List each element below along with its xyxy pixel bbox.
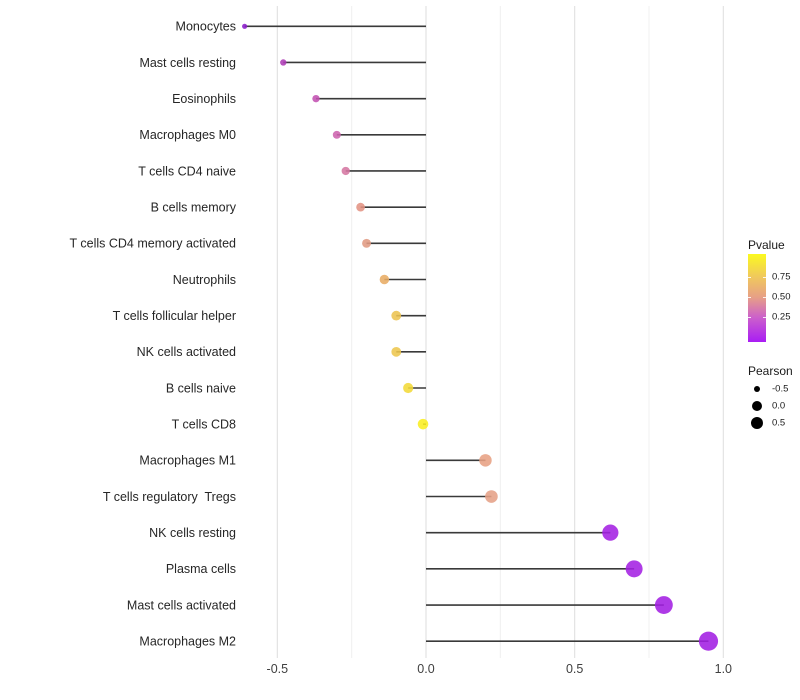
colorbar-tick-mark	[763, 297, 766, 299]
colorbar-tick-mark	[748, 317, 751, 319]
y-axis-label: T cells regulatory Tregs	[103, 490, 236, 504]
y-axis-label: T cells CD4 naive	[138, 164, 236, 178]
y-axis-label: Monocytes	[176, 20, 236, 34]
pearson-size-dot-small-box	[748, 380, 766, 397]
pvalue-legend-title: Pvalue	[748, 238, 785, 252]
x-tick-label: 0.0	[417, 662, 434, 676]
lollipop-dot	[312, 94, 320, 103]
pearson-legend-title: Pearson	[748, 364, 793, 378]
pvalue-tick-050: 0.50	[772, 291, 791, 303]
y-axis-label: B cells naive	[166, 381, 236, 395]
lollipop-dot	[242, 23, 248, 29]
lollipop-dot	[602, 524, 619, 541]
pearson-size-label: 0.5	[772, 417, 786, 428]
y-axis-label: NK cells activated	[137, 345, 236, 359]
pearson-size-dot-medium-box	[748, 397, 766, 414]
pearson-size-item: 0.0	[748, 397, 800, 414]
pvalue-tick-075: 0.75	[772, 271, 791, 283]
lollipop-dot	[332, 130, 341, 139]
y-axis-label: NK cells resting	[149, 526, 236, 540]
lollipop-dot	[341, 166, 350, 176]
lollipop-dot	[654, 596, 673, 614]
lollipop-dot	[280, 59, 287, 66]
y-axis-label: T cells CD8	[172, 417, 236, 431]
y-axis-label: Macrophages M1	[139, 454, 236, 468]
pvalue-colorbar-wrap: 0.75 0.50 0.25	[748, 254, 800, 342]
y-axis-label: Mast cells resting	[139, 56, 236, 70]
lollipop-dot	[362, 238, 371, 248]
colorbar-tick-mark	[763, 317, 766, 319]
colorbar-tick-mark	[763, 276, 766, 278]
pearson-size-dot-large	[751, 416, 763, 429]
y-axis-label: Mast cells activated	[127, 598, 236, 612]
x-tick-label: 0.5	[566, 662, 583, 676]
lollipop-dot	[391, 310, 402, 321]
pearson-size-item: 0.5	[748, 414, 800, 431]
y-axis-label: Eosinophils	[172, 92, 236, 106]
lollipop-dot	[485, 490, 498, 503]
y-axis-label: T cells follicular helper	[113, 309, 236, 323]
pvalue-tick-025: 0.25	[772, 311, 791, 323]
pearson-size-dot-small	[754, 385, 760, 392]
y-axis-label: Macrophages M0	[139, 128, 236, 142]
pearson-size-item: -0.5	[748, 380, 800, 397]
colorbar-tick-mark	[748, 276, 751, 278]
lollipop-dot	[698, 631, 719, 651]
y-axis-label: T cells CD4 memory activated	[70, 237, 237, 251]
y-axis-label: Macrophages M2	[139, 634, 236, 648]
pearson-size-dot-large-box	[748, 414, 766, 431]
x-tick-label: 1.0	[715, 662, 732, 676]
lollipop-dot	[625, 560, 643, 578]
lollipop-dot	[417, 418, 429, 430]
colorbar-tick-mark	[748, 297, 751, 299]
lollipop-dot	[479, 454, 492, 467]
pearson-size-dot-medium	[752, 400, 762, 411]
pearson-size-label: 0.0	[772, 400, 786, 411]
pvalue-colorbar	[748, 254, 766, 342]
x-tick-label: -0.5	[267, 662, 289, 676]
lollipop-dot	[356, 202, 365, 212]
y-axis-label: Neutrophils	[173, 273, 236, 287]
pearson-size-label: -0.5	[772, 383, 789, 394]
y-axis-label: B cells memory	[151, 200, 237, 214]
lollipop-dot	[391, 346, 402, 357]
y-axis-label: Plasma cells	[166, 562, 236, 576]
lollipop-dot	[403, 382, 414, 394]
lollipop-dot	[379, 274, 390, 285]
